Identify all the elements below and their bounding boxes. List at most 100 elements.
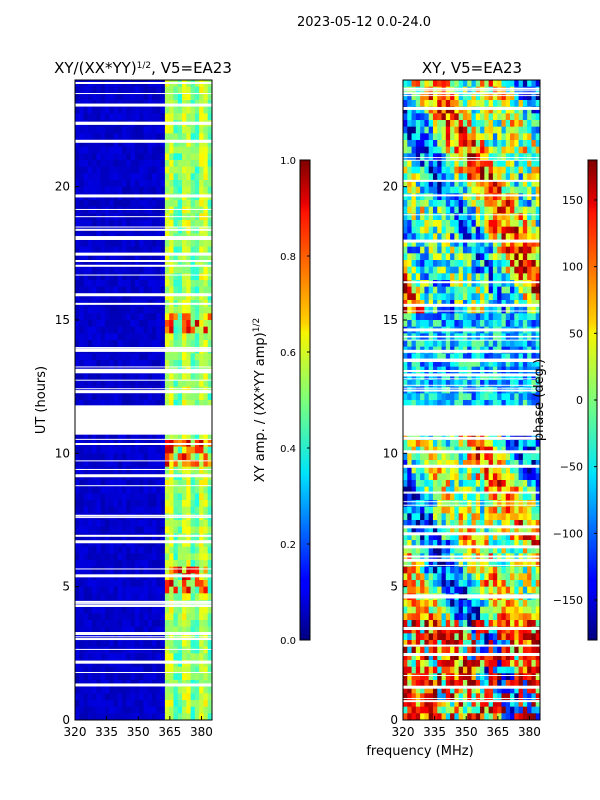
amp-heat-cell xyxy=(156,153,162,161)
phase-heat-cell xyxy=(518,186,524,194)
amp-heat-cell xyxy=(152,326,157,334)
amp-heat-cell xyxy=(147,360,153,368)
amp-heat-cell xyxy=(109,146,115,154)
amp-heat-cell xyxy=(143,166,149,174)
phase-heat-cell xyxy=(424,440,430,448)
phase-heat-cell xyxy=(432,306,438,314)
amp-heat-cell xyxy=(164,140,170,148)
phase-heat-cell xyxy=(497,206,503,214)
amp-heat-cell xyxy=(207,646,212,654)
phase-heat-cell xyxy=(424,340,430,348)
phase-heat-cell xyxy=(454,106,460,114)
amp-flagged-line xyxy=(75,194,212,198)
amp-heat-cell xyxy=(109,700,115,708)
phase-heat-cell xyxy=(471,120,477,128)
phase-heat-cell xyxy=(488,200,494,208)
amp-heat-cell xyxy=(134,246,140,254)
amp-heat-cell xyxy=(190,306,196,314)
amp-heat-cell xyxy=(143,486,149,494)
phase-heat-cell xyxy=(467,360,473,368)
amp-flagged-line xyxy=(75,347,212,349)
amp-heat-cell xyxy=(130,133,136,141)
amp-heat-cell xyxy=(96,126,102,134)
amp-heat-cell xyxy=(100,293,106,301)
amp-heat-cell xyxy=(117,700,123,708)
amp-heat-cell xyxy=(100,673,106,681)
amp-heat-cell xyxy=(156,560,162,568)
phase-heat-cell xyxy=(535,106,540,114)
phase-heat-cell xyxy=(403,446,408,454)
amp-heat-cell xyxy=(83,273,89,281)
amp-heat-cell xyxy=(164,280,170,288)
amp-heat-cell xyxy=(156,200,162,208)
phase-heat-cell xyxy=(403,400,408,408)
amp-heat-cell xyxy=(79,513,85,521)
phase-heat-cell xyxy=(441,106,447,114)
phase-heat-cell xyxy=(441,400,447,408)
phase-heat-cell xyxy=(514,273,520,281)
amp-heat-cell xyxy=(83,86,89,94)
amp-heat-cell xyxy=(199,133,205,141)
amp-heat-cell xyxy=(130,546,136,554)
phase-heat-cell xyxy=(420,106,426,114)
phase-heat-cell xyxy=(531,253,537,261)
phase-heat-cell xyxy=(441,446,447,454)
amp-heat-cell xyxy=(79,493,85,501)
phase-heat-cell xyxy=(535,220,540,228)
phase-heat-cell xyxy=(527,353,533,361)
phase-heat-cell xyxy=(428,273,434,281)
phase-heat-cell xyxy=(518,273,524,281)
amp-heat-cell xyxy=(139,666,145,674)
amp-heat-cell xyxy=(160,180,166,188)
amp-heat-cell xyxy=(92,146,98,154)
phase-heat-cell xyxy=(514,280,520,288)
amp-heat-cell xyxy=(173,526,179,534)
amp-heat-cell xyxy=(152,180,157,188)
amp-heat-cell xyxy=(190,333,196,341)
amp-heat-cell xyxy=(130,660,136,668)
amp-heat-cell xyxy=(194,500,200,508)
phase-heat-cell xyxy=(454,133,460,141)
phase-heat-cell xyxy=(484,206,490,214)
amp-heat-cell xyxy=(122,293,127,301)
amp-heat-cell xyxy=(182,133,187,141)
phase-heat-cell xyxy=(424,320,430,328)
phase-heat-cell xyxy=(488,393,494,401)
amp-heat-cell xyxy=(164,313,170,321)
amp-heat-cell xyxy=(126,466,132,474)
amp-heat-cell xyxy=(190,93,196,101)
phase-heat-cell xyxy=(450,186,455,194)
amp-heat-cell xyxy=(160,493,166,501)
amp-heat-cell xyxy=(130,646,136,654)
phase-heat-cell xyxy=(492,173,498,181)
amp-heat-cell xyxy=(207,480,212,488)
phase-heat-cell xyxy=(497,440,503,448)
amp-heat-cell xyxy=(79,460,85,468)
amp-heat-cell xyxy=(173,480,179,488)
amp-heat-cell xyxy=(177,360,183,368)
amp-heat-cell xyxy=(96,500,102,508)
amp-heat-cell xyxy=(122,693,127,701)
amp-heat-cell xyxy=(92,700,98,708)
amp-heat-cell xyxy=(139,713,145,720)
phase-heat-cell xyxy=(458,140,464,148)
amp-heat-cell xyxy=(207,660,212,668)
amp-heat-cell xyxy=(152,220,157,228)
phase-heat-cell xyxy=(462,300,468,308)
amp-heat-cell xyxy=(96,400,102,408)
phase-heat-cell xyxy=(480,320,485,328)
phase-heat-cell xyxy=(445,273,451,281)
amp-heat-cell xyxy=(113,673,119,681)
amp-heat-cell xyxy=(203,526,209,534)
phase-heat-cell xyxy=(462,286,468,294)
amp-heat-cell xyxy=(147,140,153,148)
amp-heat-cell xyxy=(169,553,175,561)
amp-heat-cell xyxy=(203,153,209,161)
amp-heat-cell xyxy=(134,273,140,281)
amp-heat-cell xyxy=(75,540,80,548)
phase-heat-cell xyxy=(518,126,524,134)
amp-heat-cell xyxy=(169,640,175,648)
phase-heat-cell xyxy=(420,233,426,241)
amp-heat-cell xyxy=(143,160,149,168)
